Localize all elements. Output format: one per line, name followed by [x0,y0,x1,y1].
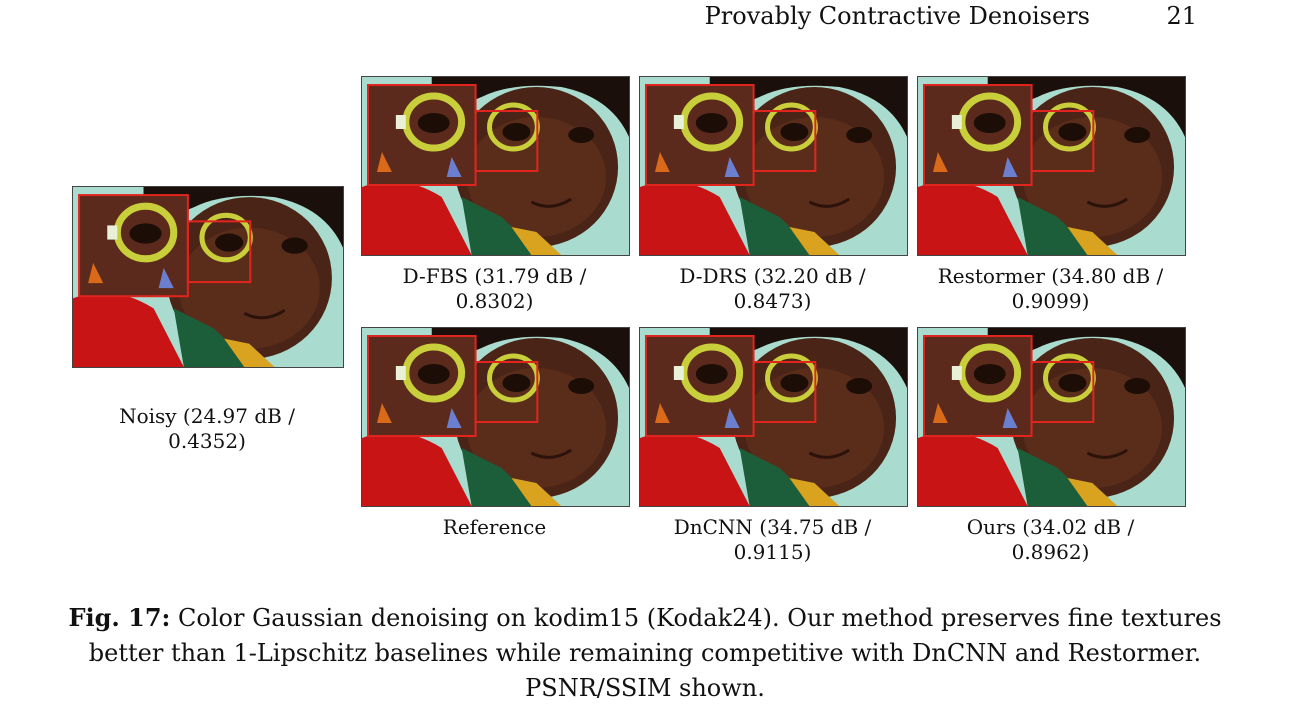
ddrs-image [639,76,908,256]
noisy-caption: Noisy (24.97 dB / 0.4352) [72,404,342,454]
figure-label: Fig. 17: [68,603,171,632]
page-number: 21 [1166,2,1197,30]
ddrs-caption-line1: D-DRS (32.20 dB / [679,264,866,288]
noisy-image [72,186,344,368]
restormer-caption-line1: Restormer (34.80 dB / [937,264,1164,288]
dncnn-image [639,327,908,507]
ours-caption-line1: Ours (34.02 dB / [966,515,1135,539]
noisy-caption-line1: Noisy (24.97 dB / [119,404,295,428]
reference-caption-line1: Reference [442,515,547,539]
noisy-caption-line2: 0.4352) [168,429,246,453]
figure-caption: Fig. 17: Color Gaussian denoising on kod… [55,600,1235,706]
ours-caption-line2: 0.8962) [1011,540,1090,564]
dfbs-image [361,76,630,256]
dfbs-caption-line1: D-FBS (31.79 dB / [402,264,587,288]
dncnn-caption-line2: 0.9115) [733,540,812,564]
figure-caption-text: Color Gaussian denoising on kodim15 (Kod… [88,604,1222,702]
restormer-caption-line2: 0.9099) [1011,289,1090,313]
dfbs-caption-line2: 0.8302) [455,289,534,313]
restormer-image [917,76,1186,256]
running-head: Provably Contractive Denoisers 21 [0,0,1290,40]
ddrs-caption: D-DRS (32.20 dB / 0.8473) [639,264,906,314]
ours-image [917,327,1186,507]
ours-caption: Ours (34.02 dB / 0.8962) [917,515,1184,565]
running-title: Provably Contractive Denoisers [704,2,1090,30]
ddrs-caption-line2: 0.8473) [733,289,812,313]
reference-caption: Reference [361,515,628,540]
restormer-caption: Restormer (34.80 dB / 0.9099) [907,264,1194,314]
dncnn-caption: DnCNN (34.75 dB / 0.9115) [639,515,906,565]
reference-image [361,327,630,507]
dfbs-caption: D-FBS (31.79 dB / 0.8302) [361,264,628,314]
dncnn-caption-line1: DnCNN (34.75 dB / [673,515,872,539]
